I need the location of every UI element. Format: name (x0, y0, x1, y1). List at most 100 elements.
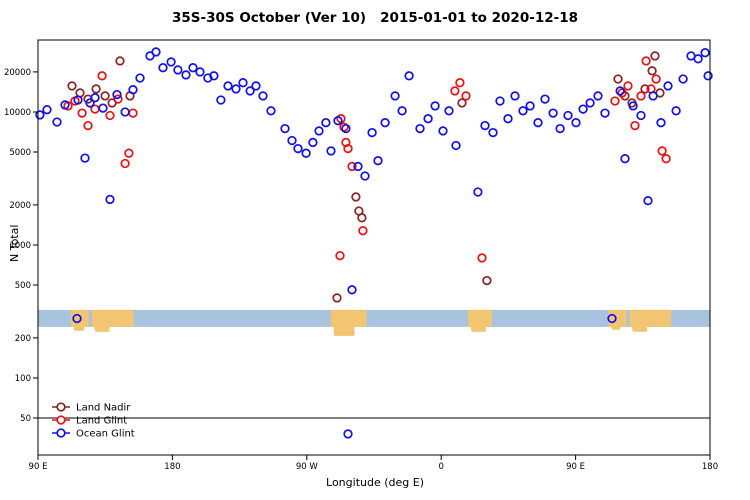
data-point-ocean-glint (42, 105, 52, 115)
data-point-ocean-glint (373, 156, 383, 166)
map-strip (38, 309, 710, 336)
x-tick-label: 0 (438, 462, 443, 472)
data-point-ocean-glint (390, 91, 400, 101)
data-point-land-glint (120, 158, 130, 169)
legend-label-land-nadir: Land Nadir (76, 403, 131, 414)
data-point-land-glint (461, 91, 471, 101)
data-point-ocean-glint (663, 81, 673, 91)
data-point-ocean-glint (188, 63, 198, 73)
data-point-ocean-glint (438, 126, 448, 136)
data-point-ocean-glint (333, 116, 343, 126)
data-point-land-nadir (115, 56, 125, 66)
data-point-land-glint (651, 74, 661, 84)
data-point-land-glint (83, 120, 93, 131)
data-point-land-glint (97, 71, 107, 81)
data-point-ocean-glint (72, 313, 82, 324)
data-point-ocean-glint (209, 71, 219, 81)
data-point-ocean-glint (360, 171, 370, 181)
data-point-land-glint (77, 108, 87, 118)
y-tick-label: 20000 (4, 68, 31, 78)
data-point-land-glint (335, 251, 345, 261)
data-point-land-glint (636, 91, 646, 101)
x-tick-label: 180 (702, 462, 718, 472)
data-point-land-glint (105, 110, 115, 121)
x-tick-label: 90 E (29, 462, 48, 472)
data-point-ocean-glint (636, 110, 646, 121)
x-axis-label: Longitude (deg E) (326, 476, 424, 489)
data-point-ocean-glint (518, 106, 528, 116)
data-point-ocean-glint (35, 110, 45, 120)
data-point-ocean-glint (166, 57, 176, 67)
y-tick-label: 10000 (4, 108, 31, 118)
data-point-ocean-glint (367, 127, 377, 138)
data-point-land-glint (623, 81, 633, 91)
data-point-ocean-glint (52, 117, 62, 127)
data-point-ocean-glint (128, 85, 138, 95)
data-point-ocean-glint (195, 67, 205, 77)
data-point-ocean-glint (112, 89, 122, 100)
data-point-ocean-glint (430, 101, 440, 111)
data-point-ocean-glint (503, 114, 513, 124)
data-point-ocean-glint (510, 91, 520, 101)
data-point-ocean-glint (280, 123, 290, 134)
axes: 50 100 200 500 1000 2000 5000 10000 20000 90 E 180… (4, 68, 718, 472)
data-point-land-glint (610, 96, 620, 106)
data-point-ocean-glint (353, 161, 363, 172)
data-point-ocean-glint (380, 118, 390, 128)
data-point-ocean-glint (643, 196, 653, 206)
data-point-ocean-glint (555, 123, 565, 134)
map-strip-land-bump (94, 325, 110, 332)
data-point-land-nadir (351, 192, 361, 202)
data-point-ocean-glint (251, 81, 261, 91)
data-point-ocean-glint (656, 118, 666, 128)
data-point-land-glint (113, 94, 123, 104)
legend-label-land-glint: Land Glint (76, 416, 127, 427)
data-point-land-nadir (640, 84, 650, 94)
data-point-ocean-glint (648, 91, 658, 101)
y-tick-label: 2000 (9, 201, 31, 211)
data-point-ocean-glint (488, 127, 498, 138)
data-point-ocean-glint (203, 73, 213, 83)
y-tick-label: 500 (15, 281, 31, 291)
map-strip-land (91, 309, 134, 327)
data-point-ocean-glint (60, 100, 70, 110)
data-point-ocean-glint (525, 101, 535, 111)
data-point-land-glint (630, 120, 640, 131)
data-point-ocean-glint (615, 86, 625, 96)
data-point-land-nadir (482, 275, 492, 286)
data-point-ocean-glint (151, 47, 161, 57)
map-strip-land-bump (471, 325, 486, 332)
map-strip-land (330, 309, 367, 327)
data-point-land-glint (128, 108, 138, 118)
data-point-ocean-glint (287, 135, 297, 146)
data-point-ocean-glint (703, 71, 713, 81)
data-point-ocean-glint (98, 103, 108, 113)
data-point-ocean-glint (397, 106, 407, 116)
data-point-land-glint (455, 78, 465, 88)
x-tick-label: 90 E (566, 462, 585, 472)
data-point-ocean-glint (404, 71, 414, 81)
data-points (35, 47, 713, 439)
data-point-land-nadir (650, 51, 660, 61)
map-strip-land (468, 309, 492, 327)
data-point-ocean-glint (341, 123, 351, 134)
data-point-ocean-glint (620, 154, 630, 164)
data-point-ocean-glint (693, 54, 703, 64)
data-point-ocean-glint (158, 63, 168, 73)
map-strip-land (608, 309, 627, 327)
data-point-ocean-glint (347, 285, 357, 295)
data-point-ocean-glint (671, 106, 681, 116)
data-point-land-glint (124, 148, 134, 158)
data-point-ocean-glint (321, 118, 331, 128)
plot-border (37, 39, 711, 456)
y-tick-label: 100 (15, 374, 31, 384)
data-point-ocean-glint (423, 114, 433, 124)
legend: Land Nadir Land Glint Ocean Glint (52, 402, 135, 440)
y-tick-label: 5000 (9, 148, 31, 158)
map-strip-land (629, 309, 672, 327)
legend-marker (56, 428, 66, 438)
data-point-ocean-glint (563, 110, 573, 121)
data-point-ocean-glint (326, 146, 336, 156)
data-point-ocean-glint (628, 101, 638, 111)
data-point-ocean-glint (444, 106, 454, 116)
